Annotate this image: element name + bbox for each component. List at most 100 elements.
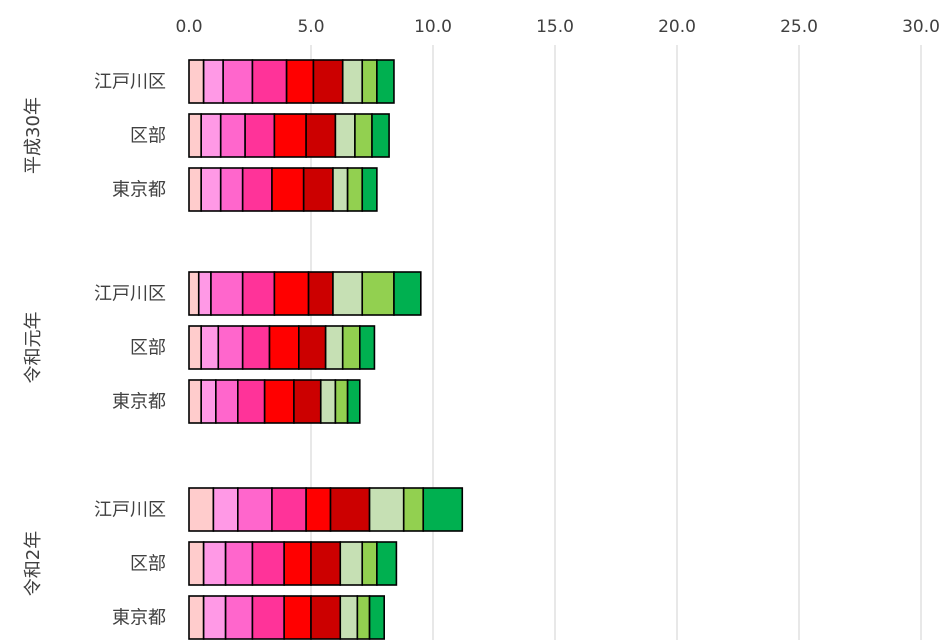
bar-segment [241, 271, 276, 316]
bar-segment [188, 595, 205, 640]
bar-segment [202, 541, 227, 586]
category-label: 江戸川区 [94, 72, 166, 93]
bar-segment [305, 487, 332, 532]
bar-segment [200, 167, 222, 212]
x-tick-label: 30.0 [902, 17, 940, 37]
bar-segment [368, 487, 405, 532]
bar-segment [217, 325, 244, 370]
bar-segment [332, 271, 364, 316]
bar-segment [305, 113, 337, 158]
category-label: 江戸川区 [94, 284, 166, 305]
category-label: 東京都 [112, 180, 166, 201]
bar-segment [188, 271, 200, 316]
bar-segment [224, 541, 254, 586]
bar-segment [334, 379, 349, 424]
bar-segment [319, 379, 337, 424]
bar-segment [324, 325, 344, 370]
category-label: 区部 [130, 338, 166, 359]
bar-segment [368, 595, 385, 640]
bar-segment [219, 113, 246, 158]
bar-segment [251, 541, 285, 586]
bar-segment [339, 541, 364, 586]
category-label: 東京都 [112, 392, 166, 413]
bar-segment [188, 59, 205, 104]
group-label: 平成30年 [23, 97, 44, 174]
group-label: 令和元年 [23, 312, 44, 384]
bar-segment [219, 167, 244, 212]
bar-segment [361, 271, 395, 316]
bar-segment [361, 167, 378, 212]
category-label: 区部 [130, 126, 166, 147]
bar-segment [310, 595, 342, 640]
bar-segment [339, 595, 359, 640]
bar-segment [188, 325, 202, 370]
bar-segment [346, 167, 364, 212]
bar-segment [188, 379, 202, 424]
bar-segment [334, 113, 356, 158]
bar-segment [297, 325, 327, 370]
bar-segment [237, 379, 266, 424]
bar-segment [188, 487, 215, 532]
bar-segment [251, 595, 285, 640]
bar-segment [268, 325, 300, 370]
bar-segment [310, 541, 342, 586]
bar-segment [271, 167, 305, 212]
bar-segment [241, 167, 273, 212]
x-tick-label: 15.0 [536, 17, 574, 37]
bar-segment [202, 595, 227, 640]
bar-segment [215, 379, 239, 424]
category-label: 江戸川区 [94, 500, 166, 521]
bar-segment [341, 59, 364, 104]
x-tick-label: 0.0 [175, 17, 202, 37]
bar-segment [358, 325, 376, 370]
bar-segment [376, 59, 395, 104]
bar-segment [188, 167, 202, 212]
bar-segment [200, 379, 217, 424]
bar-segment [302, 167, 334, 212]
category-label: 東京都 [112, 608, 166, 629]
bar-segment [241, 325, 271, 370]
bar-segment [273, 271, 310, 316]
bar-segment [188, 113, 202, 158]
bar-segment [200, 113, 222, 158]
x-tick-label: 5.0 [297, 17, 324, 37]
bar-segment [371, 113, 390, 158]
bar-segment [263, 379, 295, 424]
bar-segment [222, 59, 254, 104]
bar-segment [212, 487, 239, 532]
bar-segment [283, 595, 312, 640]
bar-segment [210, 271, 244, 316]
bar-segment [393, 271, 422, 316]
bar-segment [346, 379, 361, 424]
bar-segment [202, 59, 224, 104]
category-label: 区部 [130, 554, 166, 575]
x-tick-label: 10.0 [414, 17, 452, 37]
bars [188, 59, 464, 640]
bar-segment [244, 113, 276, 158]
bar-segment [271, 487, 307, 532]
bar-segment [329, 487, 371, 532]
gridlines [310, 45, 922, 640]
bar-segment [285, 59, 315, 104]
bar-segment [293, 379, 322, 424]
bar-segment [224, 595, 254, 640]
bar-segment [356, 595, 371, 640]
bar-segment [361, 541, 378, 586]
group-label: 令和2年 [23, 531, 44, 596]
bar-segment [188, 541, 205, 586]
bar-segment [251, 59, 288, 104]
bar-segment [376, 541, 398, 586]
x-axis-ticks: 0.0 5.0 10.0 15.0 20.0 25.0 30.0 [175, 17, 939, 37]
bar-segment [332, 167, 349, 212]
bar-segment [361, 59, 378, 104]
bar-segment [273, 113, 307, 158]
bar-segment [402, 487, 425, 532]
x-tick-label: 25.0 [780, 17, 818, 37]
bar-segment [307, 271, 334, 316]
x-tick-label: 20.0 [658, 17, 696, 37]
bar-segment [422, 487, 464, 532]
bar-segment [312, 59, 344, 104]
